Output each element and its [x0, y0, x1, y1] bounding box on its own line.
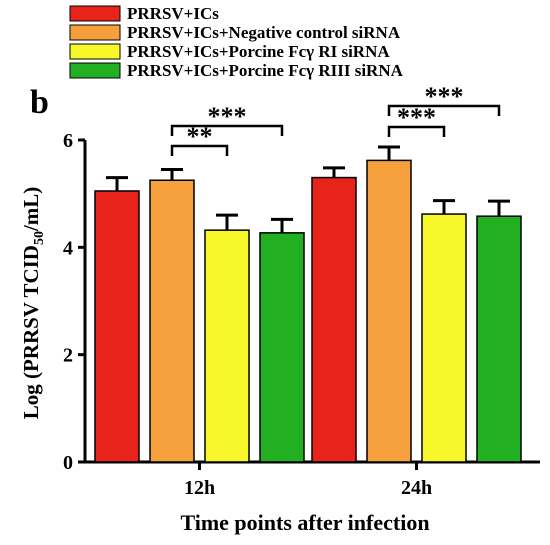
- bar-2-0: [204, 229, 250, 463]
- legend-label-1: PRRSV+ICs+Negative control siRNA: [127, 23, 401, 42]
- y-axis-title-subscript: 50: [32, 231, 47, 245]
- significance-bracket-1: [170, 124, 284, 136]
- legend-label-3: PRRSV+ICs+Porcine Fcγ RIII siRNA: [127, 61, 404, 80]
- bar-1-1: [366, 159, 412, 463]
- bar-2-1: [421, 213, 467, 463]
- bar-3-1: [476, 215, 522, 463]
- legend-label-0: PRRSV+ICs: [127, 4, 219, 23]
- legend-label-2: PRRSV+ICs+Porcine Fcγ RI siRNA: [127, 42, 390, 61]
- legend-swatch-2: [69, 43, 121, 60]
- legend-swatch-1: [69, 24, 121, 41]
- panel-label: b: [30, 84, 49, 121]
- x-axis-title: Time points after infection: [180, 510, 429, 535]
- y-axis-title-main: Log (PRRSV TCID: [19, 245, 43, 419]
- y-axis-title-unit: /mL): [19, 187, 43, 232]
- bar-1-0: [149, 179, 195, 463]
- legend-swatch-0: [69, 5, 121, 22]
- significance-bracket-3: [387, 104, 501, 116]
- y-axis-title: Log (PRRSV TCID50/mL): [19, 187, 47, 420]
- x-tick-label-0: 12h: [184, 477, 215, 499]
- y-tick-label-1: 2: [63, 345, 73, 367]
- significance-bracket-2: [387, 125, 446, 137]
- bar-0-1: [311, 176, 357, 463]
- bar-3-0: [259, 232, 305, 463]
- significance-bracket-0: [170, 144, 229, 156]
- legend-swatch-3: [69, 62, 121, 79]
- y-tick-label-2: 4: [63, 237, 73, 259]
- significance-label-3: ***: [425, 82, 464, 111]
- x-tick-label-1: 24h: [401, 477, 432, 499]
- significance-label-1: ***: [208, 102, 247, 131]
- bar-0-0: [94, 190, 140, 463]
- y-tick-label-0: 0: [63, 452, 73, 474]
- y-tick-label-3: 6: [63, 130, 73, 152]
- significance-label-2: ***: [397, 103, 436, 132]
